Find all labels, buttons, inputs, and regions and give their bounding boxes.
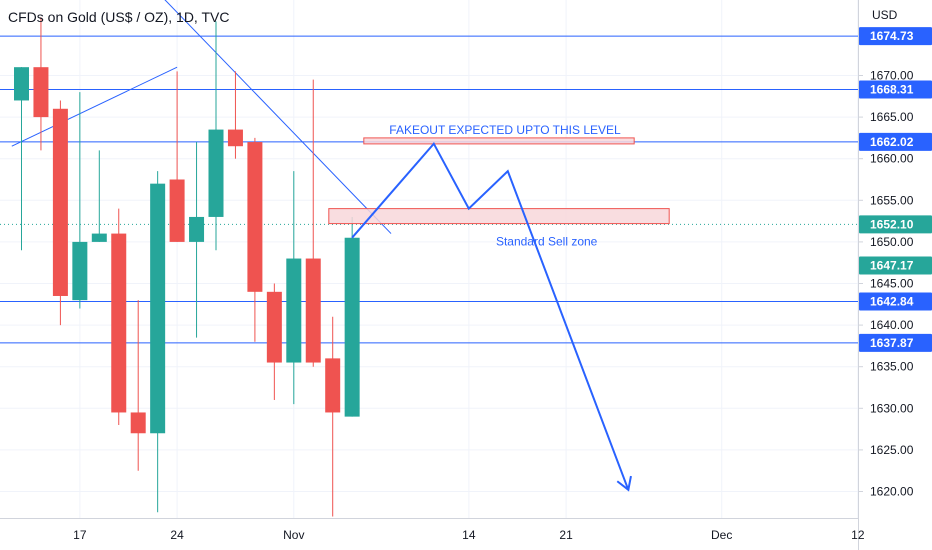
price-badge-label: 1647.17 <box>870 258 914 272</box>
sell-zone-label: Standard Sell zone <box>496 235 598 249</box>
candle-body <box>266 291 282 363</box>
price-badge <box>859 27 932 46</box>
candle-body <box>150 183 166 434</box>
price-badge-label: 1674.73 <box>870 29 914 43</box>
price-badge <box>859 256 932 275</box>
horizontal-levels <box>0 35 858 344</box>
candle-body <box>111 233 127 413</box>
price-badge-label: 1637.87 <box>870 336 914 350</box>
time-axis[interactable]: 17 24 Nov 14 21 Dec 12 <box>73 528 865 542</box>
candle-body <box>189 216 205 242</box>
fakeout-zone <box>363 137 635 145</box>
y-tick-label: 1635.00 <box>870 360 914 374</box>
price-badge <box>859 215 932 234</box>
price-badge <box>859 80 932 99</box>
candle-body <box>208 129 224 217</box>
y-tick-label: 1630.00 <box>870 401 914 415</box>
candle-body <box>247 142 263 292</box>
price-badge <box>859 292 932 311</box>
candle-body <box>286 258 302 363</box>
y-tick-label: 1640.00 <box>870 318 914 332</box>
candles <box>14 17 360 517</box>
price-badge-label: 1668.31 <box>870 83 914 97</box>
x-tick-label: Dec <box>711 528 732 542</box>
chart-title: CFDs on Gold (US$ / OZ), 1D, TVC <box>8 9 230 25</box>
price-badge-label: 1642.84 <box>870 294 914 308</box>
trendline <box>11 66 178 147</box>
trendlines <box>11 0 392 234</box>
candle-body <box>344 237 360 417</box>
projection-arrow <box>351 141 630 491</box>
y-tick-label: 1660.00 <box>870 152 914 166</box>
x-tick-label: 14 <box>462 528 476 542</box>
y-tick-label: 1645.00 <box>870 277 914 291</box>
candle-body <box>169 179 185 242</box>
price-axis[interactable]: USD 1620.00 1625.00 1630.00 1635.00 1640.00 16… <box>858 8 932 499</box>
zones: FAKEOUT EXPECTED UPTO THIS LEVEL Standard… <box>328 123 670 249</box>
trendline <box>164 0 392 234</box>
y-tick-label: 1620.00 <box>870 485 914 499</box>
price-badge <box>859 333 932 352</box>
fakeout-zone-label: FAKEOUT EXPECTED UPTO THIS LEVEL <box>389 123 621 137</box>
candle-body <box>130 412 146 434</box>
y-tick-label: 1665.00 <box>870 110 914 124</box>
candle-body <box>227 129 243 147</box>
time-axis-panel <box>0 518 858 550</box>
candle-body <box>14 67 29 101</box>
projection-path <box>351 141 632 492</box>
sell-zone <box>328 208 670 225</box>
x-tick-label: 21 <box>559 528 573 542</box>
y-tick-label: 1655.00 <box>870 193 914 207</box>
candle-body <box>325 358 341 413</box>
candle-body <box>91 233 107 242</box>
x-tick-label: 12 <box>851 528 865 542</box>
candle-body <box>52 108 68 296</box>
candle-body <box>305 258 321 363</box>
arrow-head <box>616 475 632 492</box>
y-tick-label: 1650.00 <box>870 235 914 249</box>
currency-label: USD <box>872 8 898 22</box>
candle-body <box>72 241 88 301</box>
y-tick-label: 1625.00 <box>870 443 914 457</box>
price-badge-label: 1662.02 <box>870 135 914 149</box>
price-badge-label: 1652.10 <box>870 217 914 231</box>
candle-body <box>33 67 49 118</box>
price-badge <box>859 132 932 151</box>
x-tick-label: 24 <box>170 528 184 542</box>
x-tick-label: Nov <box>283 528 304 542</box>
y-tick-label: 1670.00 <box>870 69 914 83</box>
x-tick-label: 17 <box>73 528 87 542</box>
